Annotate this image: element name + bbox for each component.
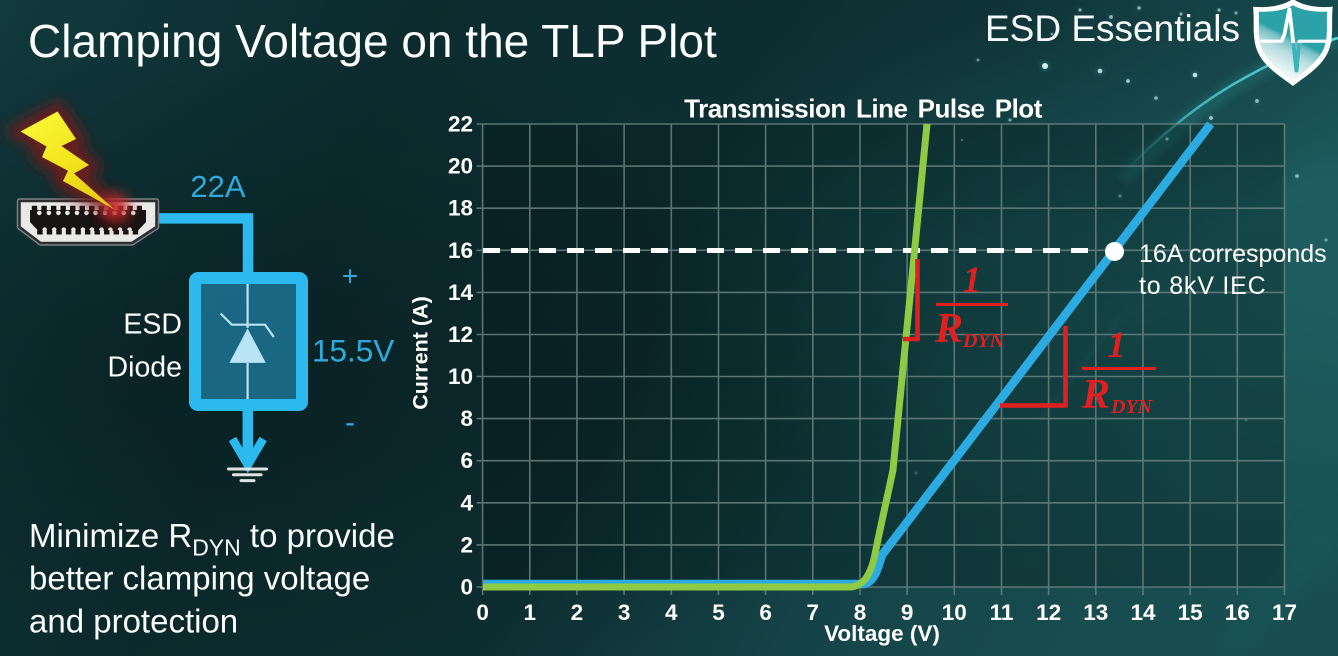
svg-text:8: 8 xyxy=(460,406,473,431)
svg-text:16: 16 xyxy=(1225,600,1250,625)
svg-text:7: 7 xyxy=(807,600,820,625)
svg-text:12: 12 xyxy=(448,322,473,347)
svg-text:ESD Essentials: ESD Essentials xyxy=(985,8,1240,49)
svg-text:1: 1 xyxy=(1107,325,1126,366)
svg-text:0: 0 xyxy=(476,600,489,625)
svg-text:12: 12 xyxy=(1036,600,1061,625)
svg-text:Minimize RDYN to provide: Minimize RDYN to provide xyxy=(29,517,395,561)
svg-text:16A corresponds: 16A corresponds xyxy=(1139,240,1327,268)
svg-text:22A: 22A xyxy=(190,169,245,204)
svg-text:4: 4 xyxy=(665,600,678,625)
svg-text:16: 16 xyxy=(448,238,473,263)
svg-text:better clamping voltage: better clamping voltage xyxy=(29,560,370,597)
svg-text:10: 10 xyxy=(448,364,473,389)
svg-text:R: R xyxy=(1081,372,1110,418)
svg-text:3: 3 xyxy=(618,600,631,625)
svg-text:6: 6 xyxy=(460,448,473,473)
svg-text:20: 20 xyxy=(448,154,473,179)
svg-text:17: 17 xyxy=(1272,600,1297,625)
svg-text:DYN: DYN xyxy=(962,330,1006,352)
svg-text:-: - xyxy=(345,406,355,439)
svg-text:2: 2 xyxy=(460,532,473,557)
svg-text:+: + xyxy=(342,261,358,292)
svg-text:15.5V: 15.5V xyxy=(312,333,394,369)
svg-text:18: 18 xyxy=(448,196,473,221)
svg-text:to 8kV IEC: to 8kV IEC xyxy=(1139,272,1267,300)
svg-text:8: 8 xyxy=(854,600,867,625)
svg-text:and protection: and protection xyxy=(29,603,238,640)
svg-text:22: 22 xyxy=(448,112,473,137)
svg-text:DYN: DYN xyxy=(1110,396,1154,418)
svg-text:2: 2 xyxy=(571,600,584,625)
svg-text:Voltage (V): Voltage (V) xyxy=(824,621,940,646)
svg-text:14: 14 xyxy=(448,280,474,305)
svg-text:0: 0 xyxy=(460,575,473,600)
svg-text:9: 9 xyxy=(901,600,914,625)
svg-text:4: 4 xyxy=(460,490,473,515)
svg-text:Clamping Voltage on the TLP Pl: Clamping Voltage on the TLP Plot xyxy=(28,15,717,67)
svg-text:10: 10 xyxy=(942,600,967,625)
svg-text:5: 5 xyxy=(712,600,725,625)
svg-text:6: 6 xyxy=(759,600,772,625)
svg-text:R: R xyxy=(934,306,963,352)
svg-text:Diode: Diode xyxy=(108,352,182,384)
svg-text:11: 11 xyxy=(990,600,1014,625)
svg-text:13: 13 xyxy=(1083,600,1108,625)
svg-text:Current (A): Current (A) xyxy=(409,296,433,409)
svg-text:Transmission Line Pulse Plot: Transmission Line Pulse Plot xyxy=(684,94,1043,124)
svg-text:1: 1 xyxy=(524,600,537,625)
svg-text:1: 1 xyxy=(963,260,982,301)
svg-text:15: 15 xyxy=(1178,600,1203,625)
svg-text:14: 14 xyxy=(1130,600,1156,625)
svg-text:ESD: ESD xyxy=(123,309,182,341)
